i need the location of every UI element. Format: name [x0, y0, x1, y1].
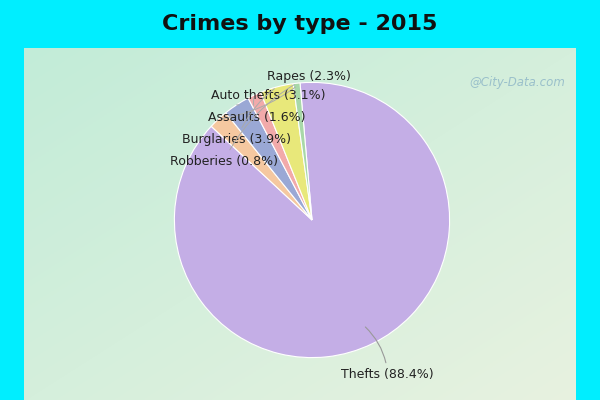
- Text: Robberies (0.8%): Robberies (0.8%): [170, 85, 294, 168]
- Text: Rapes (2.3%): Rapes (2.3%): [221, 70, 350, 119]
- Text: @City-Data.com: @City-Data.com: [469, 76, 565, 89]
- Wedge shape: [248, 92, 312, 220]
- Text: Burglaries (3.9%): Burglaries (3.9%): [182, 89, 292, 146]
- Wedge shape: [175, 82, 449, 358]
- Wedge shape: [211, 113, 312, 220]
- Text: Auto thefts (3.1%): Auto thefts (3.1%): [211, 89, 326, 105]
- Wedge shape: [293, 83, 312, 220]
- Wedge shape: [260, 84, 312, 220]
- Text: Thefts (88.4%): Thefts (88.4%): [341, 327, 434, 381]
- Wedge shape: [226, 98, 312, 220]
- Text: Crimes by type - 2015: Crimes by type - 2015: [163, 14, 437, 34]
- Text: Assaults (1.6%): Assaults (1.6%): [208, 98, 305, 124]
